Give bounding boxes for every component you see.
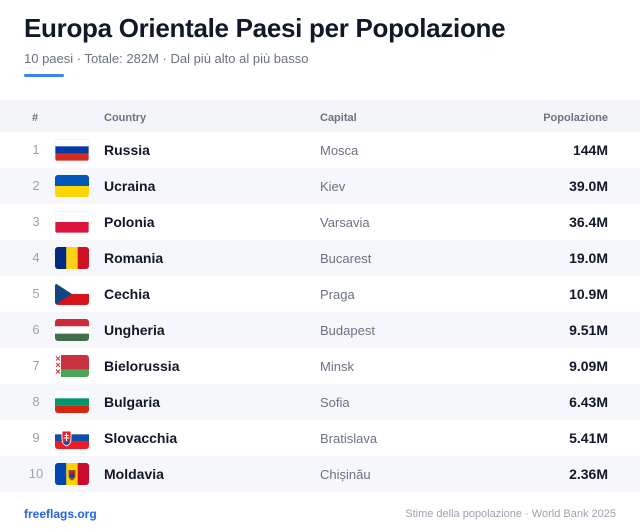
population-value: 5.41M xyxy=(569,430,608,446)
country-name: Slovacchia xyxy=(104,430,178,446)
column-header-capital: Capital xyxy=(320,112,357,124)
country-name: Russia xyxy=(104,142,150,158)
hungary-flag-icon xyxy=(55,319,89,341)
moldova-flag-icon xyxy=(55,463,89,485)
column-header-rank: # xyxy=(32,112,39,124)
row-rank: 9 xyxy=(32,430,40,445)
population-value: 39.0M xyxy=(569,178,608,194)
belarus-flag-icon xyxy=(55,355,89,377)
table-row: 9 Slovacchia Bratislava 5.41M xyxy=(0,420,640,456)
capital-name: Minsk xyxy=(320,359,354,374)
capital-name: Varsavia xyxy=(320,215,370,230)
population-value: 144M xyxy=(572,142,608,158)
table-header: # Country Capital Popolazione xyxy=(0,100,640,132)
table-row: 5 Cechia Praga 10.9M xyxy=(0,276,640,312)
header: Europa Orientale Paesi per Popolazione 1… xyxy=(24,12,616,77)
row-rank: 4 xyxy=(32,250,40,265)
country-name: Ungheria xyxy=(104,322,165,338)
source-note: Stime della popolazione · World Bank 202… xyxy=(405,508,616,520)
population-value: 10.9M xyxy=(569,286,608,302)
table-row: 3 Polonia Varsavia 36.4M xyxy=(0,204,640,240)
table-row: 1 Russia Mosca 144M xyxy=(0,132,640,168)
footer: freeflags.org Stime della popolazione · … xyxy=(0,500,640,528)
population-value: 6.43M xyxy=(569,394,608,410)
row-rank: 2 xyxy=(32,178,40,193)
page-title: Europa Orientale Paesi per Popolazione xyxy=(24,13,506,43)
row-rank: 1 xyxy=(32,142,40,157)
capital-name: Praga xyxy=(320,287,355,302)
table-row: 4 Romania Bucarest 19.0M xyxy=(0,240,640,276)
capital-name: Bratislava xyxy=(320,431,378,446)
row-rank: 6 xyxy=(32,322,40,337)
capital-name: Kiev xyxy=(320,179,346,194)
brand-link[interactable]: freeflags.org xyxy=(24,507,97,521)
country-name: Cechia xyxy=(104,286,150,302)
table-row: 10 Moldavia Chișinău 2.36M xyxy=(0,456,640,492)
table-row: 2 Ucraina Kiev 39.0M xyxy=(0,168,640,204)
table-row: 6 Ungheria Budapest 9.51M xyxy=(0,312,640,348)
capital-name: Chișinău xyxy=(320,467,371,482)
country-name: Bielorussia xyxy=(104,358,180,374)
row-rank: 3 xyxy=(32,214,40,229)
population-value: 9.51M xyxy=(569,322,608,338)
czechia-flag-icon xyxy=(55,283,89,305)
row-rank: 7 xyxy=(32,358,40,373)
population-value: 36.4M xyxy=(569,214,608,230)
accent-bar xyxy=(24,74,64,77)
country-name: Romania xyxy=(104,250,164,266)
population-value: 2.36M xyxy=(569,466,608,482)
column-header-country: Country xyxy=(104,112,147,124)
page-subtitle: 10 paesi · Totale: 282M · Dal più alto a… xyxy=(24,51,309,66)
bulgaria-flag-icon xyxy=(55,391,89,413)
ukraine-flag-icon xyxy=(55,175,89,197)
country-name: Ucraina xyxy=(104,178,156,194)
column-header-population: Popolazione xyxy=(543,112,608,124)
country-name: Polonia xyxy=(104,214,155,230)
poland-flag-icon xyxy=(55,211,89,233)
population-value: 9.09M xyxy=(569,358,608,374)
russia-flag-icon xyxy=(55,139,89,161)
capital-name: Bucarest xyxy=(320,251,372,266)
capital-name: Budapest xyxy=(320,323,375,338)
slovakia-flag-icon xyxy=(55,427,89,449)
country-name: Moldavia xyxy=(104,466,164,482)
capital-name: Mosca xyxy=(320,143,359,158)
romania-flag-icon xyxy=(55,247,89,269)
population-value: 19.0M xyxy=(569,250,608,266)
table-row: 7 Bielorussia Minsk 9.09M xyxy=(0,348,640,384)
table-row: 8 Bulgaria Sofia 6.43M xyxy=(0,384,640,420)
capital-name: Sofia xyxy=(320,395,350,410)
row-rank: 10 xyxy=(28,466,44,481)
country-name: Bulgaria xyxy=(104,394,161,410)
population-table: # Country Capital Popolazione 1 Russia M… xyxy=(0,100,640,492)
row-rank: 8 xyxy=(32,394,40,409)
row-rank: 5 xyxy=(32,286,40,301)
